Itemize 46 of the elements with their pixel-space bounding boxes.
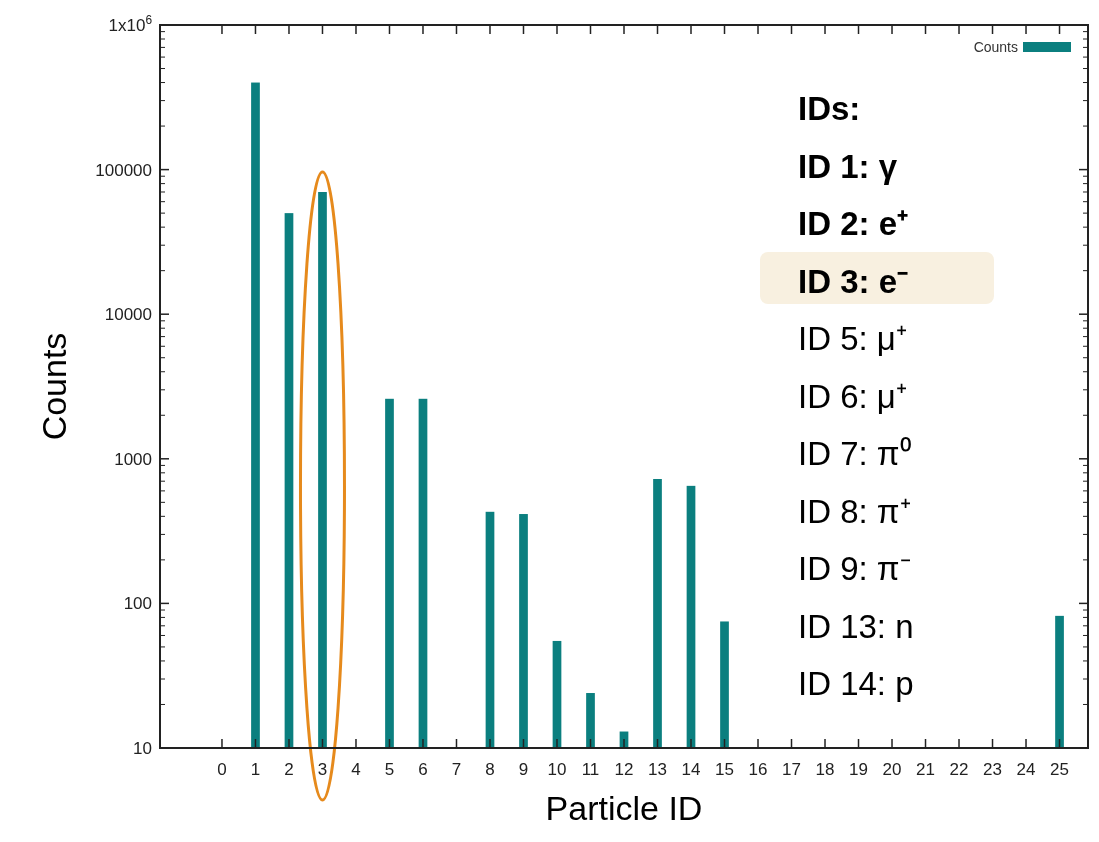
- annotation: ID 7: π⁰: [798, 435, 912, 472]
- x-tick-label: 2: [284, 760, 294, 779]
- y-tick-label: 1x10$^{6}$: [108, 12, 153, 35]
- x-tick-label: 17: [782, 760, 801, 779]
- legend-label: Counts: [973, 39, 1018, 55]
- x-tick-label: 22: [949, 760, 969, 779]
- x-axis-title: Particle ID: [545, 789, 703, 827]
- x-tick-label: 18: [815, 760, 835, 779]
- annotation: ID 3: e⁻: [798, 262, 909, 300]
- x-tick-label: 21: [916, 760, 935, 779]
- x-tick-label: 20: [882, 760, 902, 779]
- x-tick-label: 25: [1050, 760, 1069, 779]
- annotation: IDs:: [798, 90, 861, 127]
- x-tick-label: 16: [748, 760, 768, 779]
- x-tick-label: 11: [581, 760, 600, 779]
- x-tick-label: 7: [451, 760, 462, 779]
- y-tick-label: 1000: [114, 449, 152, 469]
- x-tick-label: 14: [681, 760, 701, 779]
- annotation: ID 9: π⁻: [798, 550, 911, 587]
- annotation: ID 8: π⁺: [798, 492, 911, 530]
- annotation: ID 5: μ⁺: [798, 320, 907, 357]
- y-axis-title: Counts: [35, 332, 73, 441]
- x-tick-label: 4: [351, 760, 361, 779]
- x-tick-label: 0: [217, 760, 227, 779]
- annotation: ID 14: p: [798, 665, 914, 702]
- annotation: ID 2: e⁺: [798, 205, 909, 242]
- x-tick-label: 19: [849, 760, 868, 779]
- x-tick-label: 13: [648, 760, 667, 779]
- x-tick-label: 23: [983, 760, 1002, 779]
- x-tick-label: 1: [250, 760, 261, 779]
- annotation: ID 13: n: [798, 607, 914, 645]
- x-tick-label: 9: [518, 760, 529, 779]
- y-tick-label: 100: [123, 594, 152, 614]
- y-tick-label: 100000: [95, 160, 152, 180]
- x-tick-label: 8: [485, 760, 495, 779]
- x-tick-label: 6: [418, 760, 428, 779]
- y-tick-label: 10000: [104, 305, 152, 325]
- x-tick-label: 10: [547, 760, 567, 779]
- annotation: ID 1: γ: [798, 147, 898, 185]
- y-tick-label: 10: [133, 738, 152, 758]
- x-tick-label: 5: [384, 760, 395, 779]
- x-tick-label: 12: [614, 760, 634, 779]
- x-tick-label: 15: [715, 760, 734, 779]
- x-tick-label: 24: [1016, 760, 1036, 779]
- x-tick-label: 3: [317, 760, 328, 779]
- annotation: ID 6: μ⁺: [798, 377, 907, 415]
